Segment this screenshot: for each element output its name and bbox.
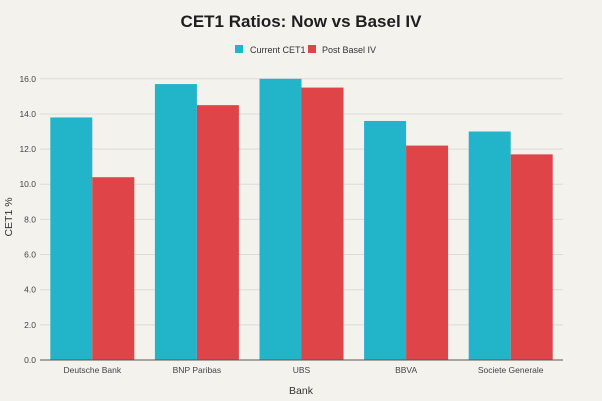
x-tick-label: UBS bbox=[293, 365, 311, 375]
x-tick-label: Deutsche Bank bbox=[63, 365, 121, 375]
bars bbox=[50, 78, 553, 361]
bar-current-cet1-societe-generale bbox=[468, 131, 511, 360]
y-tick-label: 6.0 bbox=[24, 250, 36, 260]
legend: Current CET1 Post Basel IV bbox=[235, 45, 376, 55]
y-tick-label: 2.0 bbox=[24, 320, 36, 330]
x-tick-label: Societe Generale bbox=[478, 365, 544, 375]
bar-current-cet1-bnp-paribas bbox=[154, 84, 197, 360]
bar-current-cet1-deutsche-bank bbox=[50, 117, 93, 360]
legend-label-current-cet1: Current CET1 bbox=[250, 45, 306, 55]
bar-post-basel-iv-bbva bbox=[406, 145, 449, 360]
chart-title: CET1 Ratios: Now vs Basel IV bbox=[181, 12, 423, 31]
legend-label-post-basel-iv: Post Basel IV bbox=[322, 45, 376, 55]
legend-swatch-current-cet1 bbox=[235, 45, 243, 53]
bar-current-cet1-ubs bbox=[259, 78, 302, 361]
bar-current-cet1-bbva bbox=[364, 120, 407, 360]
bar-post-basel-iv-bnp-paribas bbox=[196, 105, 239, 360]
y-tick-labels: 0.0 2.0 4.0 6.0 8.0 10.0 12.0 14.0 16.0 bbox=[19, 74, 36, 365]
x-tick-label: BNP Paribas bbox=[173, 365, 222, 375]
bar-post-basel-iv-ubs bbox=[301, 87, 344, 361]
y-tick-label: 16.0 bbox=[19, 74, 36, 84]
y-axis-title: CET1 % bbox=[3, 197, 15, 236]
y-tick-label: 0.0 bbox=[24, 355, 36, 365]
bar-post-basel-iv-societe-generale bbox=[510, 154, 553, 360]
y-tick-label: 12.0 bbox=[19, 144, 36, 154]
x-axis-title: Bank bbox=[289, 385, 314, 397]
y-tick-label: 8.0 bbox=[24, 214, 36, 224]
bar-post-basel-iv-deutsche-bank bbox=[92, 177, 135, 360]
y-tick-label: 14.0 bbox=[19, 109, 36, 119]
x-tick-labels: Deutsche Bank BNP Paribas UBS BBVA Societe G… bbox=[63, 365, 543, 375]
y-tick-label: 4.0 bbox=[24, 285, 36, 295]
x-tick-label: BBVA bbox=[395, 365, 417, 375]
y-tick-label: 10.0 bbox=[19, 179, 36, 189]
legend-swatch-post-basel-iv bbox=[308, 45, 316, 53]
